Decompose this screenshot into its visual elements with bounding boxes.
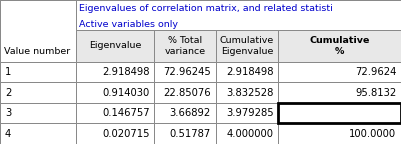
Text: 0.020715: 0.020715 [102,129,150,139]
Bar [0,123,76,144]
Bar [216,123,278,144]
Bar [154,103,216,123]
Text: 72.9624: 72.9624 [355,67,396,77]
Bar [216,82,278,103]
Bar [278,123,401,144]
Text: 95.8132: 95.8132 [355,88,396,98]
Bar [76,82,154,103]
Text: 100.0000: 100.0000 [349,129,396,139]
Text: 2.918498: 2.918498 [226,67,273,77]
Text: % Total
variance: % Total variance [164,36,206,56]
Text: 3.832528: 3.832528 [226,88,273,98]
Text: Eigenvalues of correlation matrix, and related statisti: Eigenvalues of correlation matrix, and r… [79,4,333,13]
Text: 2: 2 [5,88,11,98]
Text: 4.000000: 4.000000 [227,129,273,139]
Text: 22.85076: 22.85076 [163,88,211,98]
Bar [154,30,216,62]
Text: Cumulative
%: Cumulative % [310,36,370,56]
Bar [0,103,76,123]
Bar [154,123,216,144]
Bar [0,62,76,82]
Bar [278,30,401,62]
Text: 0.146757: 0.146757 [102,108,150,118]
Text: 1: 1 [5,67,11,77]
Text: 4: 4 [5,129,11,139]
Text: Active variables only: Active variables only [79,20,178,29]
Text: 72.96245: 72.96245 [163,67,211,77]
Bar [154,62,216,82]
Text: 0.51787: 0.51787 [170,129,211,139]
Bar [216,30,278,62]
Bar [278,62,401,82]
Text: 2.918498: 2.918498 [102,67,150,77]
Bar [76,30,154,62]
Text: 3.66892: 3.66892 [170,108,211,118]
Bar [76,103,154,123]
Bar [0,82,76,103]
Text: 99.4821: 99.4821 [355,108,396,118]
Bar [216,62,278,82]
Bar [216,103,278,123]
Bar [0,0,76,62]
Text: Value number: Value number [4,47,70,56]
Bar [76,62,154,82]
Text: Eigenvalue: Eigenvalue [89,41,142,50]
Bar [76,0,401,30]
Text: Cumulative
Eigenvalue: Cumulative Eigenvalue [220,36,274,56]
Bar [278,103,401,123]
Bar [76,123,154,144]
Bar [154,82,216,103]
Bar [278,82,401,103]
Text: 3: 3 [5,108,11,118]
Text: 3.979285: 3.979285 [226,108,273,118]
Text: 0.914030: 0.914030 [102,88,150,98]
